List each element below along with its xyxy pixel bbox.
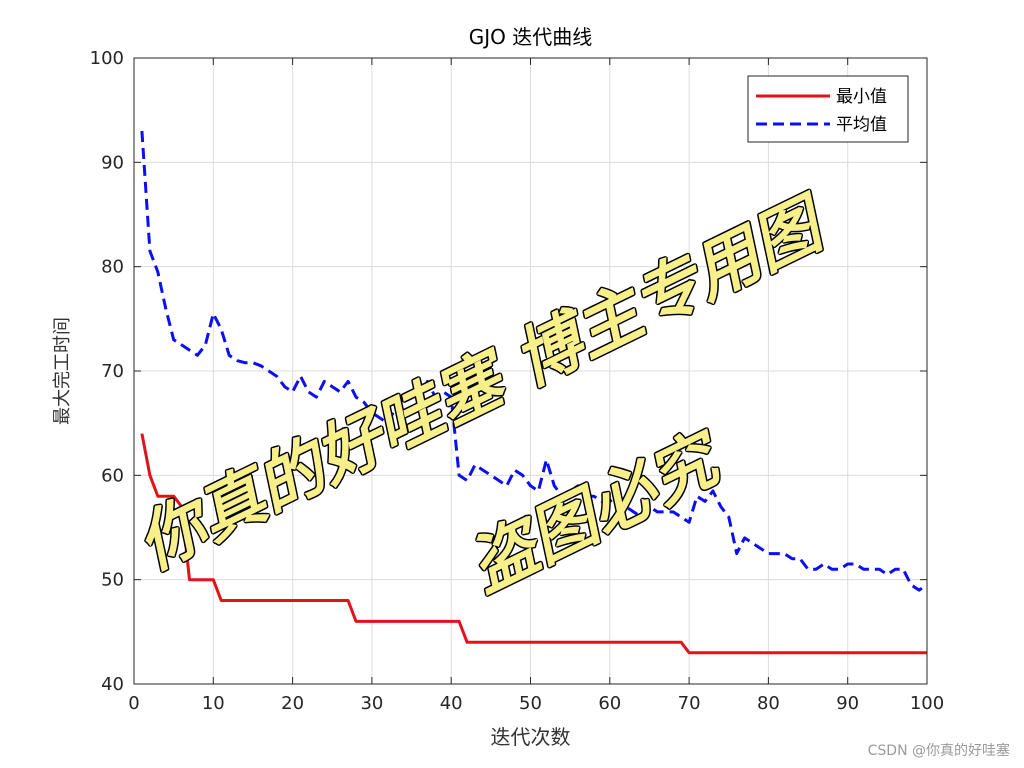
x-tick-label: 70 [678, 693, 701, 714]
x-tick-label: 10 [202, 693, 225, 714]
legend-label: 最小值 [836, 87, 887, 107]
legend-label: 平均值 [836, 115, 887, 135]
series-layer [140, 130, 928, 655]
series-line-min [140, 433, 927, 655]
x-tick-label: 0 [128, 693, 139, 714]
x-tick-label: 50 [519, 693, 542, 714]
chart-title: GJO 迭代曲线 [469, 25, 593, 49]
y-tick-label: 80 [101, 257, 124, 278]
axis-ticks: 0 10 20 30 40 50 60 70 80 90 100 40 50 60 70 80 90 100 [90, 48, 945, 714]
y-axis-label: 最大完工时间 [52, 317, 73, 425]
x-tick-label: 100 [910, 693, 944, 714]
y-tick-label: 40 [101, 674, 124, 695]
x-tick-label: 60 [598, 693, 621, 714]
x-tick-label: 20 [281, 693, 304, 714]
x-tick-label: 90 [836, 693, 859, 714]
x-tick-label: 80 [757, 693, 780, 714]
x-tick-label: 30 [360, 693, 383, 714]
x-tick-label: 40 [440, 693, 463, 714]
credit-text: CSDN @你真的好哇塞 [867, 743, 1010, 759]
y-tick-label: 50 [101, 570, 124, 591]
y-tick-label: 90 [101, 152, 124, 173]
series-line-mean [140, 130, 928, 592]
y-tick-label: 70 [101, 361, 124, 382]
legend-box [747, 75, 909, 143]
y-tick-label: 100 [90, 48, 124, 69]
x-axis-label: 迭代次数 [491, 725, 571, 749]
y-tick-label: 60 [101, 465, 124, 486]
